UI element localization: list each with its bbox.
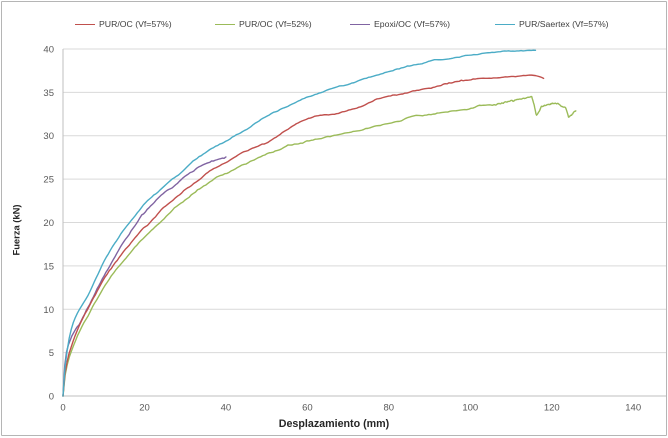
svg-text:0: 0 <box>60 403 65 414</box>
svg-text:120: 120 <box>544 403 560 414</box>
svg-text:25: 25 <box>43 175 54 186</box>
svg-text:140: 140 <box>625 403 641 414</box>
svg-text:30: 30 <box>43 131 54 142</box>
svg-text:10: 10 <box>43 305 54 316</box>
svg-text:40: 40 <box>221 403 232 414</box>
svg-text:20: 20 <box>43 218 54 229</box>
svg-text:80: 80 <box>384 403 395 414</box>
svg-text:20: 20 <box>139 403 150 414</box>
svg-text:35: 35 <box>43 88 54 99</box>
svg-text:60: 60 <box>302 403 313 414</box>
svg-text:5: 5 <box>49 348 54 359</box>
svg-text:100: 100 <box>462 403 478 414</box>
svg-text:15: 15 <box>43 261 54 272</box>
svg-text:40: 40 <box>43 45 54 56</box>
svg-text:0: 0 <box>49 392 54 403</box>
